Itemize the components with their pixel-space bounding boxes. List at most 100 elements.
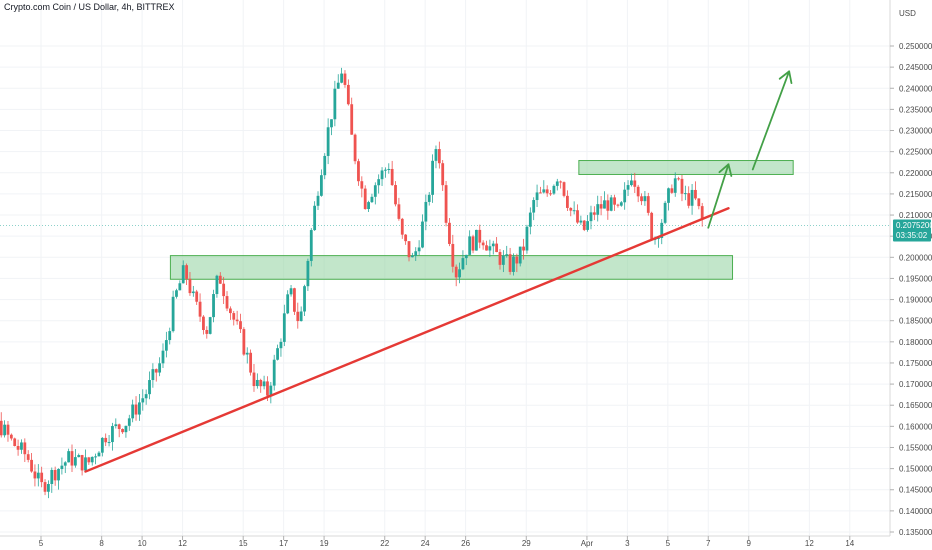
- candle-body: [141, 398, 145, 403]
- candle-body: [485, 245, 488, 251]
- candle-body: [175, 290, 178, 297]
- candle-body: [410, 255, 414, 258]
- candle-body: [448, 222, 451, 244]
- candle-body: [255, 379, 259, 387]
- price-axis[interactable]: USD 0.13500000 0.14000000 0.14500000 0.1500…: [889, 0, 932, 537]
- candle-body: [515, 256, 519, 264]
- candle-body: [357, 161, 360, 182]
- candle-body: [198, 301, 202, 317]
- candle-body: [444, 185, 448, 223]
- candle-body: [690, 189, 694, 206]
- candle-body: [319, 175, 323, 196]
- candle-body: [677, 178, 681, 180]
- candle-body: [151, 369, 155, 381]
- candle-body: [336, 82, 340, 89]
- grid: [0, 0, 890, 536]
- candle-body: [646, 196, 650, 213]
- y-tick-label: 0.21500000: [899, 190, 932, 199]
- candle-body: [505, 254, 509, 256]
- x-tick-label: 15: [239, 539, 248, 548]
- candle-body: [16, 446, 20, 450]
- candle-body: [77, 455, 81, 458]
- candle-body: [235, 319, 239, 322]
- candle-body: [121, 429, 124, 433]
- candle-body: [53, 469, 57, 481]
- candle-body: [501, 255, 505, 265]
- candle-body: [272, 359, 276, 386]
- candle-body: [535, 192, 539, 201]
- candle-body: [296, 311, 300, 322]
- candle-body: [23, 442, 27, 455]
- candle-body: [269, 385, 273, 396]
- candle-body: [592, 212, 596, 215]
- candle-body: [589, 212, 593, 222]
- y-tick-label: 0.14000000: [899, 507, 932, 516]
- candle-body: [694, 189, 697, 199]
- projection-arrowhead: [718, 163, 733, 177]
- y-tick-label: 0.24000000: [899, 84, 932, 93]
- candle-body: [363, 188, 367, 210]
- price-countdown: 03:35:02: [896, 231, 928, 240]
- candle-body: [565, 195, 569, 208]
- candlestick-series: [0, 67, 704, 499]
- candle-body: [252, 372, 256, 387]
- candle-body: [394, 185, 397, 205]
- candle-body: [596, 204, 600, 215]
- y-tick-label: 0.17500000: [899, 359, 932, 368]
- candle-body: [124, 425, 128, 433]
- y-tick-label: 0.13500000: [899, 528, 932, 537]
- candle-body: [643, 196, 647, 202]
- candle-body: [613, 197, 616, 205]
- candle-body: [387, 168, 391, 170]
- y-tick-label: 0.18000000: [899, 338, 932, 347]
- x-tick-label: 14: [845, 539, 854, 548]
- candle-body: [350, 104, 354, 135]
- candle-body: [673, 178, 677, 193]
- candle-body: [424, 201, 428, 222]
- candle-body: [340, 73, 344, 83]
- candle-body: [138, 402, 141, 415]
- candle-body: [127, 418, 131, 426]
- y-tick-label: 0.18500000: [899, 317, 932, 326]
- candle-body: [50, 469, 54, 485]
- candle-body: [43, 482, 47, 492]
- candle-body: [47, 484, 50, 492]
- candle-body: [87, 457, 91, 463]
- candle-body: [225, 296, 229, 309]
- candle-body: [178, 283, 182, 291]
- candle-body: [323, 155, 327, 176]
- candle-body: [461, 258, 465, 270]
- candle-body: [316, 195, 320, 206]
- x-tick-label: 17: [279, 539, 288, 548]
- time-axis[interactable]: 5 8 10 12 15 17 19 22 24 26 29 Apr 3 5 7 9 12 14: [0, 535, 890, 548]
- candle-body: [249, 352, 253, 373]
- axis-currency-label: USD: [899, 9, 916, 18]
- x-tick-label: 7: [706, 539, 711, 548]
- y-tick-label: 0.14500000: [899, 486, 932, 495]
- candle-body: [481, 242, 485, 246]
- x-tick-label: 3: [625, 539, 630, 548]
- candle-body: [259, 379, 263, 387]
- candle-body: [454, 266, 458, 278]
- symbol-title: Crypto.com Coin / US Dollar, 4h, BITTREX: [4, 2, 175, 12]
- candle-body: [656, 238, 660, 240]
- candle-body: [370, 196, 374, 203]
- y-tick-label: 0.19500000: [899, 274, 932, 283]
- candle-body: [20, 442, 23, 450]
- candle-body: [158, 363, 162, 373]
- candle-body: [346, 84, 350, 105]
- candle-body: [90, 456, 94, 463]
- candle-body: [384, 169, 387, 171]
- candle-body: [380, 170, 384, 180]
- candle-body: [293, 288, 296, 312]
- candle-body: [532, 200, 536, 213]
- candle-body: [107, 442, 111, 444]
- candle-body: [441, 163, 445, 186]
- candle-body: [539, 192, 542, 194]
- candle-body: [525, 226, 529, 251]
- candle-body: [468, 236, 472, 255]
- candle-body: [549, 193, 552, 195]
- candle-body: [687, 193, 691, 206]
